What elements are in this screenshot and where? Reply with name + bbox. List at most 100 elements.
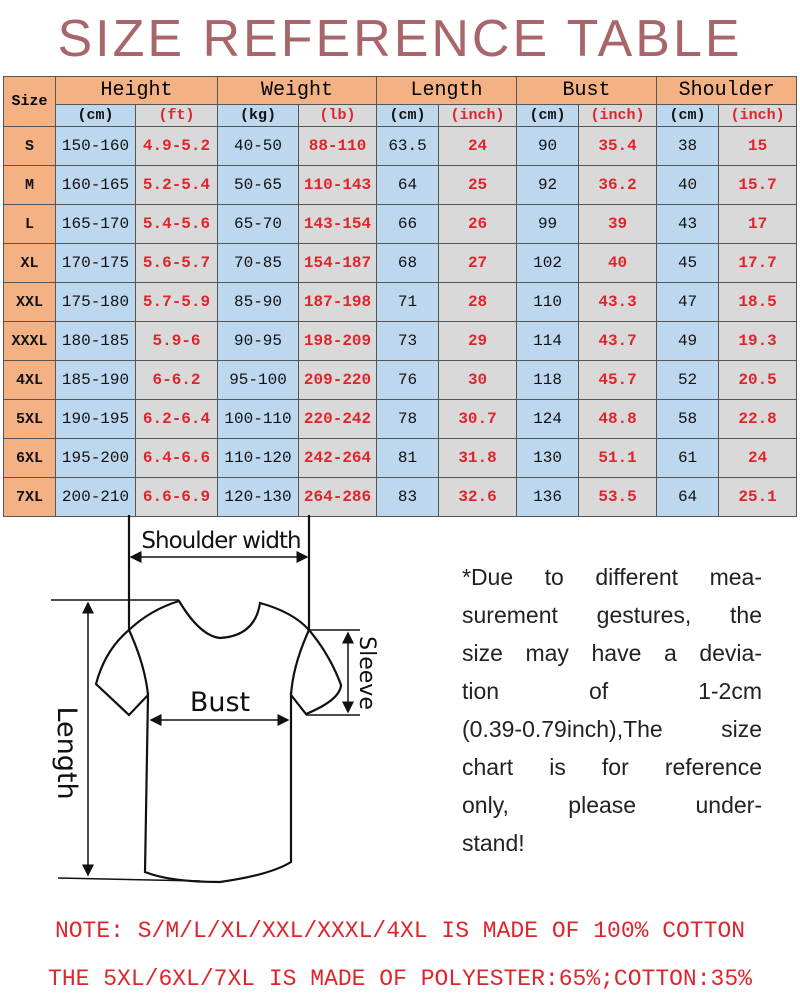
value-cell: 6-6.2 — [134, 360, 219, 400]
value-cell: 198-209 — [298, 321, 378, 361]
size-cell: M — [3, 165, 56, 205]
note-line: tion of 1-2cm — [462, 678, 762, 704]
shoulder-width-label: Shoulder width — [141, 528, 300, 554]
value-cell: 45 — [656, 243, 720, 283]
value-cell: 58 — [656, 399, 720, 439]
column-group-header: Length — [376, 76, 518, 105]
value-cell: 130 — [516, 438, 580, 478]
value-cell: 50-65 — [217, 165, 300, 205]
value-cell: 19.3 — [718, 321, 798, 361]
unit-header: (cm) — [376, 104, 440, 127]
size-cell: L — [3, 204, 56, 244]
value-cell: 6.4-6.6 — [134, 438, 219, 478]
column-group-header: Height — [54, 76, 219, 105]
value-cell: 53.5 — [578, 477, 658, 517]
size-cell: 7XL — [3, 477, 56, 517]
sleeve-label: Sleeve — [354, 636, 379, 710]
value-cell: 30 — [438, 360, 518, 400]
value-cell: 5.9-6 — [134, 321, 219, 361]
value-cell: 22.8 — [718, 399, 798, 439]
tshirt-outline — [94, 599, 343, 884]
value-cell: 154-187 — [298, 243, 378, 283]
value-cell: 195-200 — [55, 438, 136, 478]
value-cell: 24 — [438, 126, 518, 166]
value-cell: 81 — [376, 438, 440, 478]
table-row: 7XL 200-210 6.6-6.9 120-130 264-286 83 32.6 136… — [3, 477, 798, 517]
value-cell: 88-110 — [298, 126, 378, 166]
value-cell: 61 — [656, 438, 720, 478]
value-cell: 4.9-5.2 — [134, 126, 219, 166]
value-cell: 95-100 — [217, 360, 300, 400]
size-cell: 4XL — [3, 360, 56, 400]
value-cell: 165-170 — [55, 204, 136, 244]
value-cell: 52 — [656, 360, 720, 400]
value-cell: 76 — [376, 360, 440, 400]
value-cell: 90-95 — [217, 321, 300, 361]
value-cell: 92 — [516, 165, 580, 205]
value-cell: 143-154 — [298, 204, 378, 244]
value-cell: 99 — [516, 204, 580, 244]
value-cell: 71 — [376, 282, 440, 322]
value-cell: 17 — [718, 204, 798, 244]
value-cell: 200-210 — [55, 477, 136, 517]
value-cell: 160-165 — [55, 165, 136, 205]
value-cell: 31.8 — [438, 438, 518, 478]
table-row: 6XL 195-200 6.4-6.6 110-120 242-264 81 31.8 130… — [3, 438, 798, 478]
column-group-header: Shoulder — [656, 76, 798, 105]
value-cell: 83 — [376, 477, 440, 517]
unit-header: (inch) — [718, 104, 798, 127]
unit-header: (inch) — [438, 104, 518, 127]
size-cell: 5XL — [3, 399, 56, 439]
value-cell: 136 — [516, 477, 580, 517]
value-cell: 48.8 — [578, 399, 658, 439]
tshirt-diagram: Shoulder width Bust Length Sleeve — [51, 515, 379, 884]
value-cell: 64 — [376, 165, 440, 205]
value-cell: 18.5 — [718, 282, 798, 322]
value-cell: 85-90 — [217, 282, 300, 322]
value-cell: 118 — [516, 360, 580, 400]
size-cell: 6XL — [3, 438, 56, 478]
value-cell: 45.7 — [578, 360, 658, 400]
value-cell: 65-70 — [217, 204, 300, 244]
table-row: 5XL 190-195 6.2-6.4 100-110 220-242 78 30.7 124… — [3, 399, 798, 439]
size-cell: XL — [3, 243, 56, 283]
value-cell: 110 — [516, 282, 580, 322]
value-cell: 40 — [656, 165, 720, 205]
value-cell: 264-286 — [298, 477, 378, 517]
note-line: chart is for reference — [462, 754, 762, 780]
value-cell: 68 — [376, 243, 440, 283]
value-cell: 51.1 — [578, 438, 658, 478]
value-cell: 29 — [438, 321, 518, 361]
value-cell: 180-185 — [55, 321, 136, 361]
value-cell: 36.2 — [578, 165, 658, 205]
value-cell: 43 — [656, 204, 720, 244]
value-cell: 64 — [656, 477, 720, 517]
value-cell: 40 — [578, 243, 658, 283]
page-title: SIZE REFERENCE TABLE — [57, 10, 743, 68]
value-cell: 73 — [376, 321, 440, 361]
unit-header: (cm) — [55, 104, 136, 127]
unit-header: (cm) — [516, 104, 580, 127]
value-cell: 220-242 — [298, 399, 378, 439]
value-cell: 70-85 — [217, 243, 300, 283]
value-cell: 63.5 — [376, 126, 440, 166]
table-row: XXXL 180-185 5.9-6 90-95 198-209 73 29 114 43.7 4… — [3, 321, 798, 361]
value-cell: 110-120 — [217, 438, 300, 478]
value-cell: 40-50 — [217, 126, 300, 166]
value-cell: 5.2-5.4 — [134, 165, 219, 205]
note-line: size may have a devia- — [462, 640, 762, 666]
note-line: surement gestures, the — [462, 602, 762, 628]
value-cell: 190-195 — [55, 399, 136, 439]
value-cell: 24 — [718, 438, 798, 478]
value-cell: 43.7 — [578, 321, 658, 361]
measurement-note: *Due to different mea-surement gestures,… — [462, 558, 762, 862]
value-cell: 150-160 — [55, 126, 136, 166]
value-cell: 114 — [516, 321, 580, 361]
value-cell: 185-190 — [55, 360, 136, 400]
note-line: only, please under- — [462, 792, 762, 818]
value-cell: 15.7 — [718, 165, 798, 205]
value-cell: 25.1 — [718, 477, 798, 517]
value-cell: 20.5 — [718, 360, 798, 400]
value-cell: 78 — [376, 399, 440, 439]
value-cell: 120-130 — [217, 477, 300, 517]
